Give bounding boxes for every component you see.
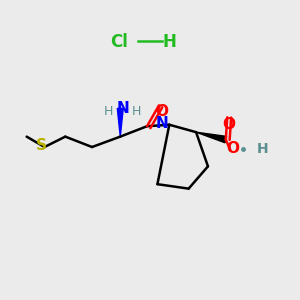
Text: O: O [222, 117, 235, 132]
Text: H: H [162, 32, 176, 50]
Polygon shape [117, 108, 123, 136]
Text: O: O [155, 104, 168, 119]
Text: N: N [117, 101, 130, 116]
Text: Cl: Cl [110, 32, 128, 50]
Text: O: O [227, 141, 240, 156]
Polygon shape [196, 132, 226, 143]
Text: S: S [36, 138, 47, 153]
Text: H: H [132, 105, 141, 118]
Text: H: H [257, 142, 269, 155]
Text: H: H [104, 105, 113, 118]
Text: N: N [155, 116, 168, 131]
